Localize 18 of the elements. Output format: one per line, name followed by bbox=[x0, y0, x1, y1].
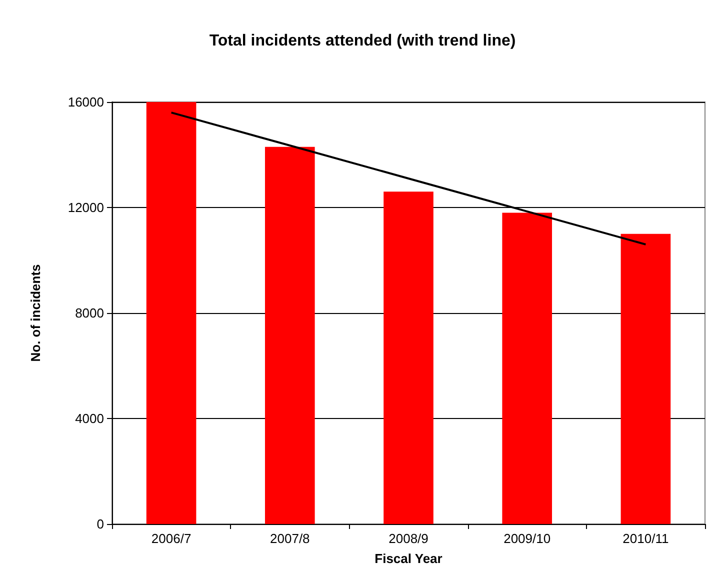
y-tick-label: 8000 bbox=[75, 306, 104, 320]
x-tick-label: 2009/10 bbox=[504, 531, 551, 546]
y-tick-label: 12000 bbox=[68, 200, 104, 215]
x-tick-label: 2010/11 bbox=[622, 531, 669, 546]
bar bbox=[264, 146, 315, 524]
bar bbox=[384, 192, 434, 524]
x-tick-label: 2006/7 bbox=[151, 531, 192, 546]
bar bbox=[146, 102, 196, 524]
x-tick-label: 2008/9 bbox=[388, 531, 428, 546]
x-tick-label: 2007/8 bbox=[270, 531, 310, 546]
x-axis-title: Fiscal Year bbox=[374, 551, 442, 566]
y-axis-title: No. of incidents bbox=[28, 264, 43, 362]
chart-title: Total incidents attended (with trend line) bbox=[209, 32, 516, 50]
bar bbox=[502, 212, 552, 524]
bar bbox=[620, 234, 671, 524]
y-tick-label: 0 bbox=[96, 516, 104, 532]
y-tick-label: 4000 bbox=[75, 411, 104, 426]
y-tick-label: 16000 bbox=[68, 94, 104, 110]
